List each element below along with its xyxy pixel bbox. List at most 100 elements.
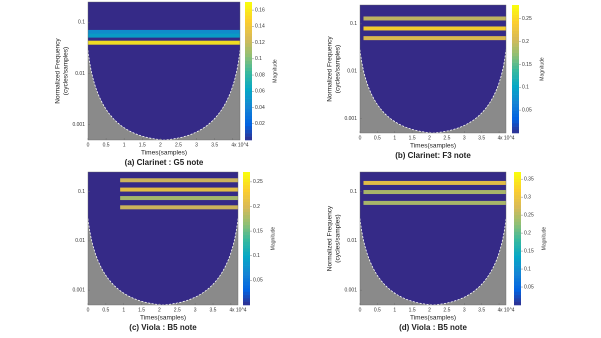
colorbar-segment — [245, 5, 252, 10]
colorbar-tick-label: 0.1 — [255, 56, 262, 62]
colorbar-segment — [245, 71, 252, 75]
colorbar-segment — [512, 110, 519, 115]
x-tick-label: 1.5 — [139, 142, 146, 148]
colorbar-segment — [512, 14, 519, 19]
colorbar-segment — [243, 281, 250, 286]
colorbar-segment — [514, 245, 521, 249]
y-axis-label: Normalized Frequency — [327, 205, 334, 271]
colorbar-segment — [514, 278, 521, 283]
colorbar-segment — [514, 218, 521, 223]
x-tick-label: 3 — [463, 307, 466, 313]
colorbar-segment — [245, 112, 252, 117]
x-exponent: x 10^4 — [234, 142, 249, 148]
colorbar-segment — [514, 211, 521, 216]
y-tick-label: 0.01 — [347, 69, 357, 75]
colorbar-segment — [512, 97, 519, 102]
colorbar-tick-label: 0.15 — [524, 248, 534, 254]
colorbar-segment — [514, 268, 521, 273]
colorbar-tick-label: 0.02 — [255, 121, 265, 127]
x-exponent: x 10^4 — [500, 307, 515, 313]
colorbar-segment — [514, 301, 521, 306]
colorbar-segment — [512, 69, 519, 73]
frequency-band — [363, 180, 506, 185]
x-axis-label: Times(samples) — [141, 150, 187, 157]
colorbar-segment — [512, 88, 519, 92]
x-tick-label: 3.5 — [478, 307, 485, 313]
x-tick-label: 1 — [393, 307, 396, 313]
x-tick-label: 1 — [393, 135, 396, 141]
colorbar-segment — [243, 198, 250, 203]
frequency-band — [363, 36, 506, 41]
x-tick-label: 1.5 — [409, 307, 416, 313]
colorbar-segment — [512, 123, 519, 127]
colorbar-segment — [243, 295, 250, 299]
y-tick-label: 0.1 — [350, 189, 357, 195]
colorbar-segment — [243, 278, 250, 283]
y-tick-label: 0.001 — [344, 116, 357, 122]
x-tick-label: 0 — [87, 142, 90, 148]
colorbar-segment — [243, 271, 250, 276]
colorbar-tick-label: 0.2 — [522, 39, 529, 45]
caption: (a) Clarinet : G5 note — [125, 158, 204, 167]
colorbar-segment — [512, 107, 519, 111]
colorbar-segment — [245, 36, 252, 41]
colorbar-segment — [512, 94, 519, 99]
colorbar-segment — [243, 255, 250, 259]
colorbar-segment — [245, 126, 252, 130]
y-tick-label: 0.001 — [72, 122, 85, 128]
x-exponent: x 10^4 — [232, 307, 247, 313]
x-tick-label: 3 — [195, 142, 198, 148]
y-axis-label: (cycles/samples) — [335, 214, 342, 262]
colorbar-segment — [243, 248, 250, 253]
frequency-band — [363, 26, 506, 31]
colorbar-segment — [245, 60, 252, 65]
y-tick-label: 0.001 — [72, 287, 85, 293]
colorbar-segment — [243, 258, 250, 263]
colorbar-segment — [514, 238, 521, 243]
colorbar-tick-label: 0.15 — [253, 228, 263, 234]
x-tick-label: 1 — [122, 307, 125, 313]
colorbar-segment — [243, 238, 250, 243]
frequency-band — [120, 178, 238, 183]
colorbar-segment — [245, 8, 252, 13]
colorbar-tick-label: 0.25 — [522, 16, 532, 22]
colorbar-label: Magnitude — [272, 59, 278, 83]
x-exponent: x 10^4 — [500, 135, 515, 141]
colorbar-segment — [512, 101, 519, 105]
colorbar-tick-label: 0.05 — [524, 284, 534, 290]
y-axis-label: (cycles/samples) — [335, 45, 342, 93]
colorbar-segment — [512, 43, 519, 47]
colorbar-segment — [512, 40, 519, 44]
colorbar-segment — [243, 268, 250, 273]
colorbar-segment — [243, 265, 250, 269]
colorbar-tick-label: 0.06 — [255, 89, 265, 95]
frequency-band — [88, 33, 240, 38]
colorbar-segment — [245, 115, 252, 120]
cone-region — [360, 218, 506, 305]
y-tick-label: 0.1 — [78, 20, 85, 26]
x-tick-label: 2.5 — [174, 307, 181, 313]
colorbar-segment — [514, 291, 521, 296]
colorbar-segment — [514, 195, 521, 199]
colorbar-segment — [512, 62, 519, 67]
colorbar-tick-label: 0.05 — [253, 278, 263, 284]
frequency-band — [88, 40, 240, 45]
colorbar-segment — [243, 218, 250, 223]
colorbar-segment — [512, 117, 519, 121]
colorbar-segment — [245, 77, 252, 82]
y-tick-label: 0.01 — [75, 71, 85, 77]
colorbar-segment — [512, 17, 519, 22]
x-tick-label: 2.5 — [443, 307, 450, 313]
colorbar-label: Magnitude — [539, 57, 545, 81]
colorbar-segment — [514, 215, 521, 219]
x-tick-label: 1 — [123, 142, 126, 148]
colorbar-segment — [245, 119, 252, 124]
frequency-band — [120, 187, 238, 192]
colorbar-segment — [243, 298, 250, 302]
cone-region — [360, 49, 506, 133]
x-axis-label: Times(samples) — [140, 315, 186, 322]
caption: (c) Viola : B5 note — [129, 323, 197, 332]
colorbar-segment — [514, 248, 521, 253]
colorbar-tick-label: 0.04 — [255, 105, 265, 111]
colorbar-segment — [243, 172, 250, 176]
